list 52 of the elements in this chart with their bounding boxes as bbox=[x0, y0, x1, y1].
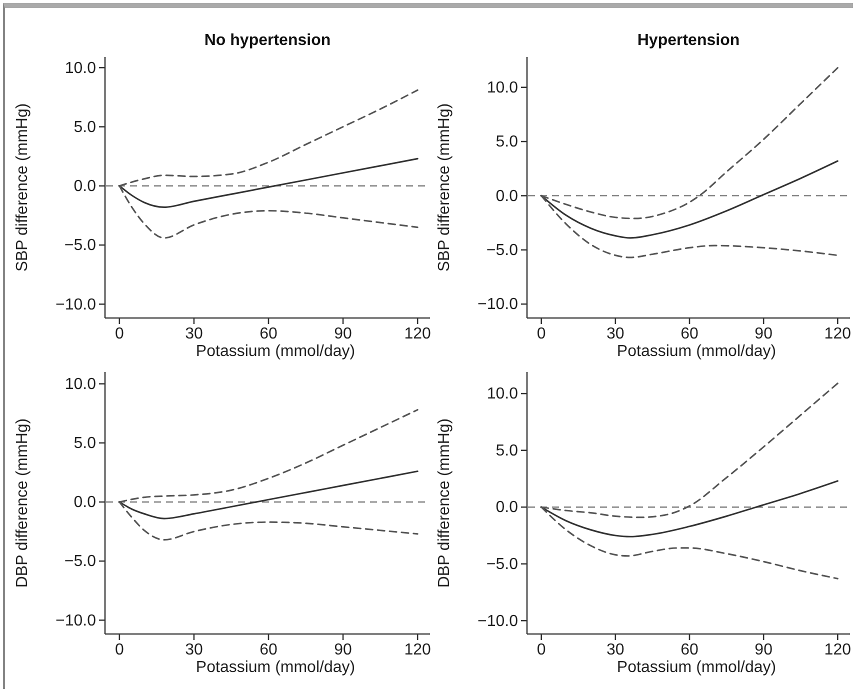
y-axis-title: DBP difference (mmHg) bbox=[436, 418, 453, 588]
y-tick-label: 10.0 bbox=[64, 376, 96, 393]
y-tick-label: 5.0 bbox=[496, 442, 518, 460]
y-tick-label: 5.0 bbox=[74, 118, 96, 136]
x-tick-label: 120 bbox=[404, 641, 432, 658]
y-tick-label: 10.0 bbox=[486, 386, 518, 403]
x-tick-label: 120 bbox=[824, 325, 852, 342]
y-tick-label: 5.0 bbox=[74, 435, 96, 452]
y-tick-label: −5.0 bbox=[64, 237, 96, 254]
line-series bbox=[118, 470, 418, 520]
x-tick-label: 30 bbox=[606, 325, 624, 342]
x-tick-label: 0 bbox=[536, 325, 546, 342]
x-tick-label: 120 bbox=[404, 325, 432, 342]
y-tick-label: −5.0 bbox=[486, 556, 518, 573]
x-tick-label: 30 bbox=[185, 325, 203, 342]
x-tick-label: 60 bbox=[680, 641, 698, 658]
x-tick-label: 90 bbox=[754, 325, 773, 342]
x-axis-title: Potassium (mmol/day) bbox=[616, 659, 776, 676]
y-tick-label: 10.0 bbox=[64, 60, 96, 77]
x-tick-label: 60 bbox=[680, 325, 698, 342]
x-axis-title: Potassium (mmol/day) bbox=[616, 343, 776, 360]
x-tick-label: 60 bbox=[260, 325, 278, 342]
y-tick-label: −10.0 bbox=[56, 612, 96, 630]
y-tick-label: −10.0 bbox=[478, 612, 518, 630]
y-axis-title: SBP difference (mmHg) bbox=[436, 103, 453, 272]
x-tick-label: 0 bbox=[114, 641, 124, 658]
x-tick-label: 60 bbox=[260, 641, 278, 658]
y-axis-title: SBP difference (mmHg) bbox=[14, 103, 31, 272]
line-series bbox=[118, 158, 418, 208]
x-tick-label: 120 bbox=[824, 641, 852, 658]
y-tick-label: −5.0 bbox=[486, 242, 518, 260]
y-tick-label: −10.0 bbox=[56, 296, 96, 314]
y-tick-label: 0.0 bbox=[496, 188, 518, 205]
x-tick-label: 30 bbox=[606, 641, 624, 658]
y-tick-label: 0.0 bbox=[74, 494, 96, 512]
x-tick-label: 0 bbox=[114, 325, 124, 342]
x-tick-label: 30 bbox=[185, 641, 203, 658]
x-axis-title: Potassium (mmol/day) bbox=[196, 343, 356, 360]
chart-title: No hypertension bbox=[204, 32, 331, 49]
y-tick-label: 0.0 bbox=[496, 499, 518, 516]
x-tick-label: 90 bbox=[334, 325, 352, 342]
x-tick-label: 0 bbox=[536, 641, 546, 658]
x-tick-label: 90 bbox=[754, 641, 773, 658]
y-tick-label: −5.0 bbox=[64, 553, 96, 570]
y-tick-label: −10.0 bbox=[478, 296, 518, 314]
chart-title: Hypertension bbox=[637, 32, 740, 49]
y-axis-title: DBP difference (mmHg) bbox=[14, 418, 31, 588]
x-tick-label: 90 bbox=[334, 641, 352, 658]
y-tick-label: 0.0 bbox=[74, 178, 96, 196]
y-tick-label: 10.0 bbox=[486, 79, 518, 96]
y-tick-label: 5.0 bbox=[496, 134, 518, 151]
x-axis-title: Potassium (mmol/day) bbox=[196, 659, 356, 676]
